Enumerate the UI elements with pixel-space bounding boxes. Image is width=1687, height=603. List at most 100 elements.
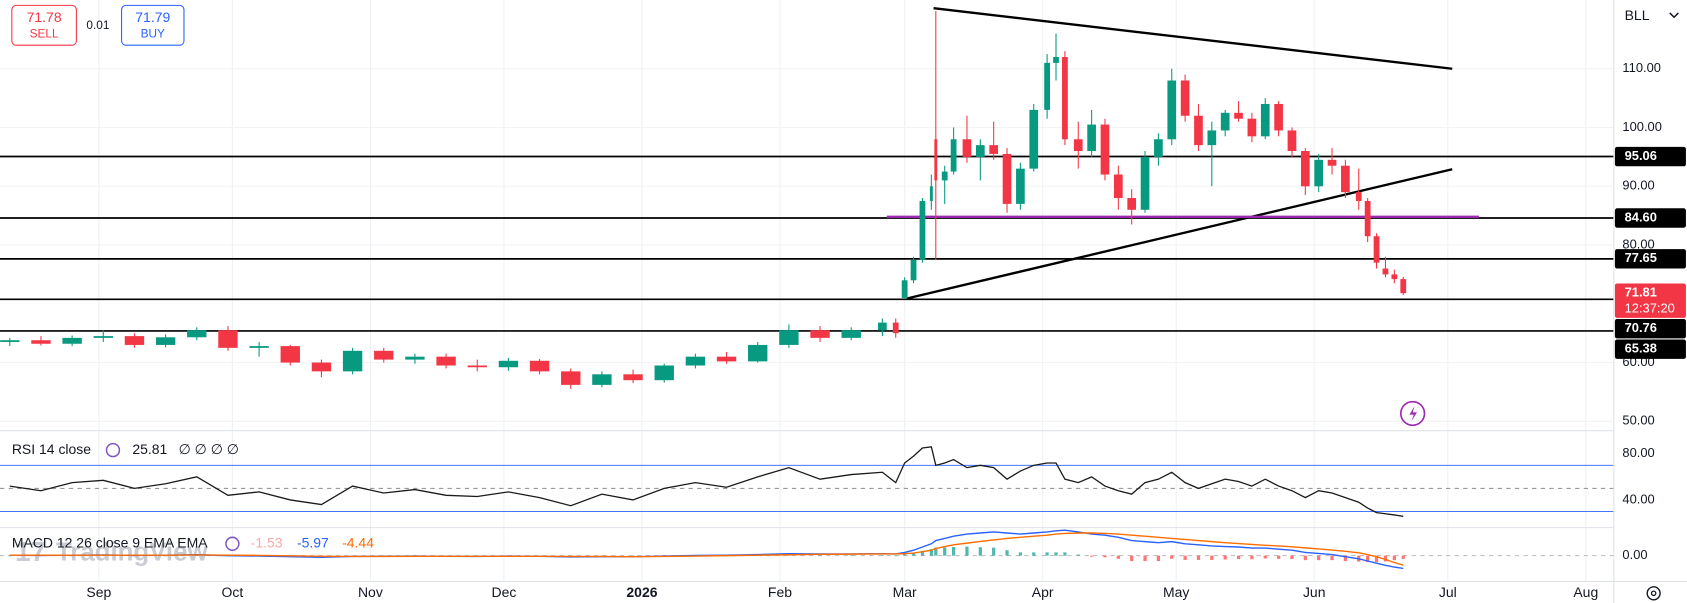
- macd-histogram-bar: [1236, 555, 1241, 560]
- symbol-dropdown[interactable]: [1669, 12, 1679, 19]
- macd-histogram-bar: [1263, 555, 1267, 559]
- candle-body: [810, 330, 830, 338]
- level-price-label: 77.65: [1625, 250, 1657, 265]
- macd-value: -5.97: [297, 534, 329, 550]
- candle-body: [1002, 153, 1012, 204]
- level-price-box: [1614, 318, 1686, 339]
- candle-body: [124, 336, 145, 345]
- macd-settings[interactable]: [225, 536, 240, 551]
- sell-button[interactable]: [11, 4, 77, 46]
- macd-histogram-bar: [1063, 552, 1067, 556]
- buy-label: BUY: [141, 27, 165, 41]
- x-tick-label: Aug: [1573, 584, 1598, 600]
- macd-legend: MACD 12 26 close 9 EMA EMA: [12, 534, 208, 550]
- macd-histogram-bar: [1018, 552, 1023, 556]
- macd-histogram-bar: [951, 547, 956, 556]
- candle-body: [1247, 118, 1257, 137]
- candle-body: [1087, 124, 1096, 152]
- settings-icon-center: [1650, 590, 1657, 597]
- candle-body: [436, 356, 456, 366]
- candle-body: [529, 360, 550, 372]
- settings-icon[interactable]: [1646, 586, 1661, 601]
- candle-body: [498, 360, 519, 368]
- alert-icon[interactable]: [1400, 400, 1426, 427]
- macd-histogram-bar: [1090, 555, 1094, 557]
- rsi-extra: ∅ ∅ ∅ ∅: [179, 441, 239, 457]
- candle-body: [1180, 80, 1190, 116]
- x-tick-label: May: [1163, 584, 1189, 600]
- y-tick-label: 90.00: [1622, 178, 1654, 193]
- candle-body: [218, 330, 238, 348]
- candle-body: [950, 139, 957, 172]
- y-tick-label: 80.00: [1622, 445, 1654, 460]
- candle-body: [1341, 165, 1350, 193]
- candle-body: [989, 145, 999, 154]
- macd-histogram-bar: [1383, 555, 1388, 562]
- macd-histogram-bar: [1290, 555, 1294, 560]
- macd-histogram-bar: [1401, 555, 1405, 559]
- macd-histogram-bar: [1250, 555, 1254, 560]
- candle-body: [1062, 56, 1068, 140]
- macd-histogram-bar: [1005, 550, 1009, 556]
- macd-histogram-bar: [929, 549, 933, 556]
- y-tick-label: 110.00: [1622, 60, 1661, 75]
- rsi-settings[interactable]: [105, 442, 121, 458]
- candle-body: [623, 374, 643, 381]
- candle-body: [342, 350, 363, 372]
- macd-histogram-bar: [965, 546, 969, 556]
- candle-body: [1127, 198, 1137, 210]
- x-tick-label: Oct: [222, 584, 244, 600]
- x-tick-label: 2026: [626, 584, 657, 600]
- symbol: BLL: [1625, 7, 1650, 23]
- macd-histogram-bar: [978, 547, 982, 556]
- candle-body: [1194, 115, 1203, 146]
- macd-histogram-bar: [1330, 555, 1334, 561]
- macd-histogram-bar: [1196, 555, 1201, 560]
- macd-histogram-bar: [934, 547, 938, 556]
- buy-button[interactable]: [121, 4, 185, 46]
- candle-body: [1234, 112, 1243, 119]
- candle-body: [975, 145, 985, 157]
- candle-body: [187, 330, 207, 338]
- candle-body: [1154, 139, 1163, 157]
- y-tick-label: 50.00: [1622, 413, 1654, 428]
- candle-body: [1327, 159, 1337, 166]
- watermark-text: TradingView: [56, 538, 209, 566]
- price-labels: Sep Oct Nov Dec 2026 Feb Mar Apr May Jun Jul Aug 50.…: [86, 60, 1686, 600]
- last-price-box: [1614, 283, 1686, 318]
- y-tick-label: 100.00: [1622, 119, 1661, 134]
- candle-body: [685, 356, 706, 366]
- candle-body: [311, 362, 332, 372]
- rsi-line: [9, 446, 1404, 517]
- macd-histogram-bar: [1170, 555, 1174, 559]
- level-price-box: [1614, 146, 1686, 167]
- candle-body: [1016, 168, 1025, 204]
- candle-body: [592, 374, 612, 385]
- sell-price: 71.78: [27, 9, 62, 25]
- candle-body: [1113, 174, 1123, 199]
- candle-body: [1053, 56, 1059, 63]
- candle-body: [892, 322, 899, 334]
- x-tick-label: Nov: [358, 584, 383, 600]
- watermark: 17 TradingView: [15, 536, 208, 567]
- candle-body: [62, 337, 82, 344]
- candle-body: [716, 356, 737, 362]
- macd-histogram-bar: [818, 555, 822, 556]
- candle-body: [1140, 156, 1150, 210]
- macd-histogram-bar: [1223, 555, 1227, 560]
- candle-body: [93, 336, 113, 338]
- macd-histogram-bar: [1143, 555, 1147, 562]
- macd-histogram-bar: [1317, 555, 1321, 561]
- macd-histogram-bar: [920, 550, 925, 556]
- macd-histogram-bar: [1130, 555, 1134, 562]
- candle-body: [1100, 124, 1110, 175]
- x-tick-label: Mar: [893, 584, 917, 600]
- macd-histogram-bar: [1116, 555, 1120, 559]
- candle-body: [467, 365, 487, 368]
- macd-hist-value: -1.53: [251, 534, 283, 550]
- trend-line: [933, 7, 1453, 70]
- spread: 0.01: [86, 18, 109, 32]
